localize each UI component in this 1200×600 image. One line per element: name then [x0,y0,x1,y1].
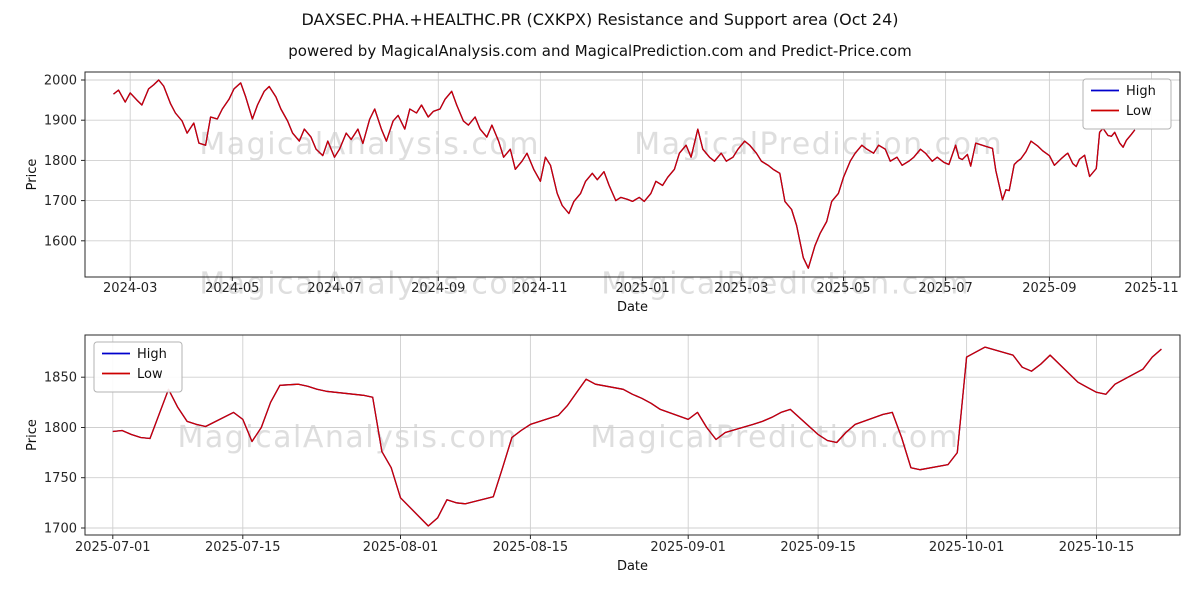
low-series-line [113,79,1136,269]
legend: High Low [93,341,183,393]
x-tick-label: 2025-09-15 [780,540,856,555]
x-tick-label: 2024-09 [411,281,465,296]
y-tick-label: 1900 [44,114,77,129]
y-axis-label: Price [25,159,40,191]
x-tick-label: 2025-08-01 [363,540,439,555]
watermark: MagicalAnalysis.com [199,127,540,162]
legend-entry-label: High [1126,84,1156,99]
x-axis-label: Date [617,559,648,574]
x-tick-label: 2025-07 [918,281,972,296]
bottom-price-chart: MagicalAnalysis.com MagicalPrediction.com… [25,334,1181,574]
watermark: MagicalPrediction.com [601,266,970,301]
y-tick-label: 1800 [44,154,77,169]
plot-frame [84,71,1181,278]
y-tick-label: 2000 [44,74,77,89]
y-tick-label: 1750 [44,471,77,486]
high-series-line [113,79,1136,269]
watermark: MagicalAnalysis.com [178,420,519,455]
x-tick-label: 2024-11 [513,281,567,296]
x-tick-label: 2025-11 [1124,281,1178,296]
x-axis-label: Date [617,300,648,315]
x-tick-label: 2024-07 [307,281,361,296]
legend-entry-label: Low [137,367,163,382]
legend-entry-label: Low [1126,104,1152,119]
y-tick-label: 1700 [44,522,77,537]
x-tick-label: 2025-09-01 [650,540,726,555]
watermark: MagicalPrediction.com [590,420,959,455]
plot-frame [84,334,1181,536]
x-tick-label: 2024-03 [103,281,157,296]
y-tick-label: 1700 [44,194,77,209]
x-tick-label: 2025-07-15 [205,540,281,555]
x-tick-label: 2025-05 [816,281,870,296]
y-tick-label: 1800 [44,421,77,436]
top-price-chart: MagicalAnalysis.com MagicalPrediction.com… [25,71,1181,315]
y-tick-label: 1850 [44,371,77,386]
legend-entry-label: High [137,347,167,362]
y-axis-label: Price [25,419,40,451]
y-tick-label: 1600 [44,234,77,249]
x-tick-label: 2025-10-01 [929,540,1005,555]
x-tick-label: 2025-03 [714,281,768,296]
x-tick-label: 2025-08-15 [493,540,569,555]
x-tick-label: 2025-09 [1022,281,1076,296]
watermark: MagicalPrediction.com [634,127,1003,162]
chart-title: DAXSEC.PHA.+HEALTHC.PR (CXKPX) Resistanc… [301,10,899,29]
watermark: MagicalAnalysis.com [199,266,540,301]
low-series-line [112,346,1162,527]
x-tick-label: 2025-10-15 [1059,540,1135,555]
x-tick-label: 2024-05 [205,281,259,296]
x-tick-label: 2025-01 [615,281,669,296]
chart-subtitle: powered by MagicalAnalysis.com and Magic… [288,42,912,60]
legend: High Low [1082,78,1172,130]
x-tick-label: 2025-07-01 [75,540,151,555]
